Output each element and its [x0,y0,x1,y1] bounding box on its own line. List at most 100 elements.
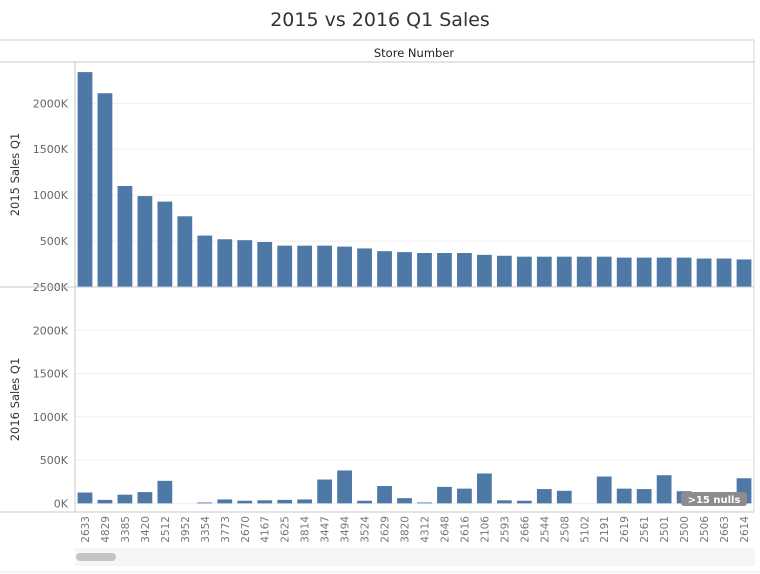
x-tick-label: 2670 [240,516,252,543]
bar[interactable] [377,486,392,504]
bar[interactable] [297,245,313,287]
bar[interactable] [556,490,572,504]
bar[interactable] [477,254,492,287]
bar[interactable] [576,256,592,287]
bar[interactable] [217,499,233,504]
bar[interactable] [676,257,692,287]
bar[interactable] [496,255,512,287]
bar[interactable] [596,256,612,287]
x-tick-label: 3952 [180,516,192,543]
y-tick-label: 1000K [33,189,69,202]
bar[interactable] [616,488,632,504]
bar[interactable] [297,499,313,504]
x-tick-label: 2616 [459,516,471,543]
bar[interactable] [157,480,173,504]
x-tick-label: 2506 [699,516,711,543]
bar[interactable] [636,489,652,504]
bar[interactable] [417,253,432,287]
bar[interactable] [457,488,472,504]
bar[interactable] [516,256,532,287]
y-tick-label: 2000K [33,324,69,337]
bar[interactable] [97,499,113,504]
chart-title: 2015 vs 2016 Q1 Sales [270,9,490,31]
bar[interactable] [117,494,133,504]
bar[interactable] [277,245,293,287]
y-tick-label: 2000K [33,97,69,110]
x-tick-label: 3773 [220,516,232,543]
bar[interactable] [237,500,253,504]
x-tick-label: 3420 [140,516,152,543]
x-tick-label: 5102 [579,516,591,543]
bar[interactable] [656,257,672,287]
bar[interactable] [417,502,432,504]
x-tick-label: 2648 [439,516,451,543]
x-tick-label: 3385 [120,516,132,543]
bar[interactable] [217,239,233,287]
bar[interactable] [516,500,532,504]
bar[interactable] [536,256,552,287]
x-tick-label: 3494 [340,516,352,543]
bar[interactable] [77,72,93,287]
x-tick-label: 2501 [659,516,671,543]
bar[interactable] [97,93,113,287]
bar[interactable] [237,240,253,287]
bar[interactable] [457,253,472,287]
bar[interactable] [337,246,352,287]
bar[interactable] [397,252,412,287]
bar[interactable] [496,500,512,504]
bar[interactable] [257,500,273,504]
x-tick-label: 2666 [519,516,531,543]
bar[interactable] [437,253,452,287]
x-tick-label: 2663 [719,516,731,543]
x-tick-label: 2544 [539,516,551,543]
bar[interactable] [477,473,492,504]
bar[interactable] [736,259,752,287]
bar[interactable] [197,502,213,504]
x-tick-label: 2508 [559,516,571,543]
bar[interactable] [357,248,372,287]
bar[interactable] [357,500,372,504]
x-tick-label: 2191 [599,516,611,543]
bar[interactable] [377,251,392,287]
bar[interactable] [696,258,712,287]
bar[interactable] [277,499,293,504]
x-tick-label: 2625 [280,516,292,543]
bar[interactable] [117,185,133,287]
bar[interactable] [437,486,452,504]
nulls-indicator[interactable]: >15 nulls [681,492,747,506]
bar[interactable] [177,216,193,287]
bar[interactable] [257,242,273,287]
x-tick-label: 3820 [400,516,412,543]
scrollbar-thumb[interactable] [76,553,116,561]
bar[interactable] [656,475,672,504]
bar[interactable] [716,258,732,287]
x-tick-label: 3354 [200,516,212,543]
x-tick-label: 2106 [479,516,491,543]
y-tick-label: 0K [54,497,69,510]
y-axis-label: 2015 Sales Q1 [8,133,22,217]
bar[interactable] [137,196,153,287]
bar[interactable] [536,489,552,504]
x-tick-label: 3447 [320,516,332,543]
x-tick-label: 4312 [419,516,431,543]
bar[interactable] [397,498,412,504]
bar[interactable] [317,479,333,504]
bar[interactable] [556,256,572,287]
bar[interactable] [197,235,213,287]
y-tick-label: 500K [40,454,69,467]
bar[interactable] [317,245,333,287]
nulls-badge-bg [681,492,747,506]
bar[interactable] [77,492,93,504]
bar[interactable] [616,257,632,287]
y-tick-label: 500K [40,235,69,248]
y-tick-label: 1000K [33,411,69,424]
bar[interactable] [636,257,652,287]
x-tick-label: 2629 [380,516,392,543]
bar[interactable] [596,476,612,504]
nulls-badge-text: >15 nulls [688,495,741,506]
bar[interactable] [137,492,153,504]
bar[interactable] [337,470,352,504]
scrollbar-track[interactable] [75,548,755,566]
bar[interactable] [157,201,173,287]
